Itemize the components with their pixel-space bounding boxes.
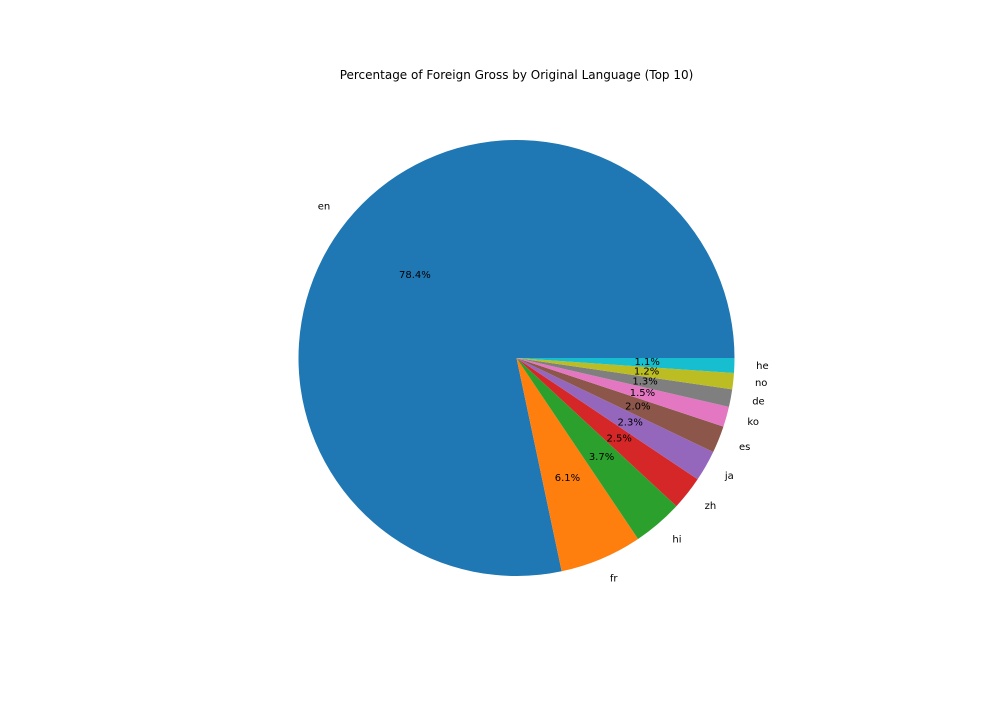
slice-label-hi: hi bbox=[672, 535, 681, 546]
pie-slice-es bbox=[516, 358, 724, 452]
pie-slice-ja bbox=[516, 358, 714, 480]
pie-slice-no bbox=[516, 358, 734, 390]
slice-label-fr: fr bbox=[610, 573, 619, 584]
slice-label-es: es bbox=[739, 442, 750, 453]
slice-percent-he: 1.1% bbox=[635, 357, 660, 368]
slice-label-no: no bbox=[755, 378, 767, 389]
slice-label-en: en bbox=[318, 202, 331, 213]
slice-label-ja: ja bbox=[724, 471, 734, 482]
slice-label-he: he bbox=[756, 361, 769, 372]
slice-label-zh: zh bbox=[705, 501, 717, 512]
pie-slice-he bbox=[516, 358, 735, 374]
slice-percent-fr: 6.1% bbox=[555, 473, 580, 484]
slice-label-de: de bbox=[752, 397, 765, 408]
pie-labels: en 78.4% fr 6.1% hi 3.7% zh 2.5% ja 2.3% es 2.0% ko 1… bbox=[318, 202, 769, 585]
pie-slice-en bbox=[298, 140, 735, 577]
slice-percent-hi: 3.7% bbox=[589, 452, 614, 463]
pie-slice-fr bbox=[516, 358, 639, 572]
slice-percent-ko: 1.5% bbox=[630, 388, 655, 399]
slice-label-ko: ko bbox=[747, 417, 759, 428]
slice-percent-de: 1.3% bbox=[632, 377, 657, 388]
pie-slices bbox=[298, 140, 735, 577]
pie-slice-de bbox=[516, 358, 733, 407]
pie-slice-hi bbox=[516, 358, 677, 539]
slice-percent-ja: 2.3% bbox=[617, 417, 642, 428]
chart-title: Percentage of Foreign Gross by Original … bbox=[339, 68, 694, 82]
slice-percent-zh: 2.5% bbox=[606, 434, 631, 445]
slice-percent-en: 78.4% bbox=[399, 270, 431, 281]
pie-slice-ko bbox=[516, 358, 729, 427]
slice-percent-es: 2.0% bbox=[625, 401, 650, 412]
pie-slice-zh bbox=[516, 358, 698, 507]
slice-percent-no: 1.2% bbox=[634, 366, 659, 377]
